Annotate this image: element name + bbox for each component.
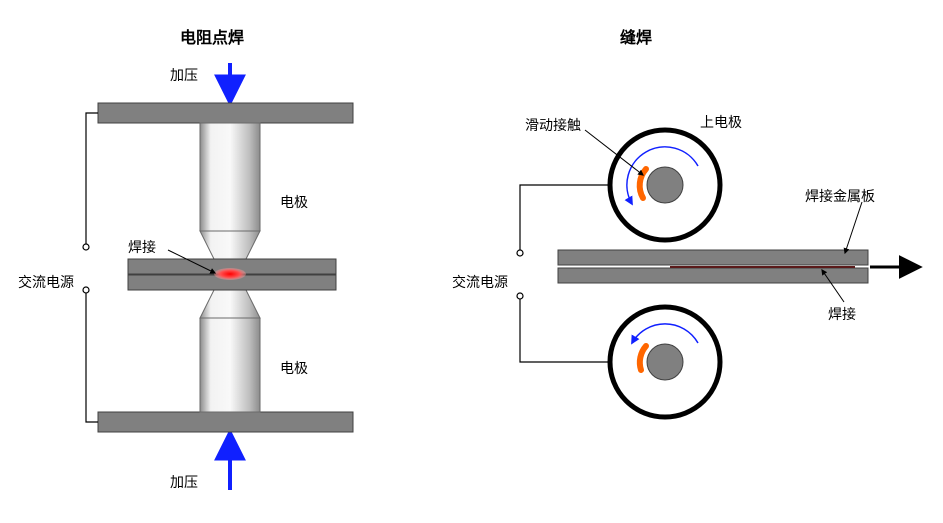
electrode-label-lower: 电极 (280, 358, 308, 378)
upper-electrode-label: 上电极 (700, 112, 742, 132)
wire-bottom-left (86, 293, 98, 422)
seam-weld-title: 缝焊 (620, 24, 652, 48)
sheet-pointer (845, 202, 862, 253)
ac-label-left: 交流电源 (18, 272, 74, 292)
pressure-label-bottom: 加压 (170, 472, 198, 492)
pressure-label-top: 加压 (170, 65, 198, 85)
upper-electrode-tip (200, 231, 260, 259)
top-beam (98, 103, 353, 123)
spot-weld-group (83, 63, 353, 490)
spot-weld-title: 电阻点焊 (180, 24, 244, 48)
weld-nugget (214, 268, 246, 280)
upper-electrode-body (200, 123, 260, 231)
wire-bottom-right (520, 299, 610, 362)
upper-workpiece-right (558, 250, 868, 265)
diagram-canvas (0, 0, 943, 523)
lower-roller-inner (647, 344, 683, 380)
electrode-label-upper: 电极 (280, 192, 308, 212)
upper-roller-inner (647, 167, 683, 203)
terminal-bottom-right (517, 293, 523, 299)
lower-electrode-tip (200, 290, 260, 318)
welded-sheet-label: 焊接金属板 (805, 186, 875, 206)
ac-label-right: 交流电源 (452, 272, 508, 292)
wire-top-right (520, 185, 610, 250)
wire-top-left (86, 113, 98, 244)
weld-label-left: 焊接 (128, 237, 156, 257)
lower-electrode-body (200, 318, 260, 412)
sliding-contact-label: 滑动接触 (525, 115, 581, 135)
weld-label-right: 焊接 (828, 304, 856, 324)
terminal-top-left (83, 244, 89, 250)
terminal-bottom-left (83, 287, 89, 293)
seam-weld-group (517, 130, 918, 417)
lower-workpiece-right (558, 268, 868, 283)
terminal-top-right (517, 250, 523, 256)
bottom-beam (98, 412, 353, 432)
